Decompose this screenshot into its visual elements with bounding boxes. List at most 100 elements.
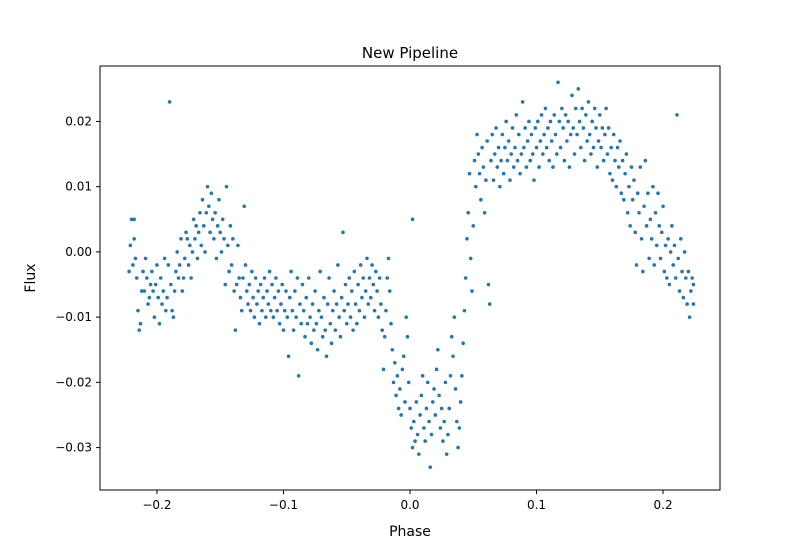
data-point — [234, 282, 239, 287]
data-point — [484, 178, 488, 182]
data-point — [660, 230, 664, 235]
data-point — [371, 282, 376, 287]
data-point — [580, 106, 584, 111]
data-point — [147, 295, 152, 300]
data-point — [134, 276, 139, 280]
data-point — [598, 113, 602, 117]
data-point — [498, 184, 502, 189]
data-point — [428, 465, 433, 469]
x-axis-ticks: −0.2 −0.1 0.0 0.1 0.2 — [142, 490, 673, 512]
data-point — [343, 282, 348, 287]
data-point — [480, 145, 484, 150]
data-point — [322, 295, 326, 300]
data-point — [615, 145, 620, 150]
data-point — [456, 445, 460, 450]
data-point — [333, 328, 338, 332]
data-point — [363, 289, 368, 293]
data-point — [603, 132, 607, 137]
data-point — [557, 119, 562, 124]
x-axis-label: Phase — [389, 524, 431, 540]
data-point — [541, 152, 545, 156]
data-point — [162, 256, 167, 261]
data-point — [462, 308, 467, 313]
data-point — [551, 165, 555, 169]
data-point — [472, 158, 477, 163]
data-point — [590, 119, 594, 124]
data-point — [467, 171, 472, 176]
data-point — [380, 328, 384, 332]
data-point — [391, 380, 396, 385]
data-point — [591, 145, 596, 150]
data-point — [651, 184, 655, 189]
data-point — [317, 308, 321, 313]
data-point — [399, 413, 403, 417]
data-point — [204, 210, 209, 215]
data-point — [242, 204, 247, 209]
data-point — [207, 204, 211, 209]
data-point — [184, 230, 188, 235]
data-point — [429, 432, 434, 437]
data-point — [138, 321, 143, 326]
data-point — [657, 224, 662, 228]
data-point — [309, 341, 314, 346]
data-point — [656, 191, 660, 195]
data-point — [570, 93, 574, 98]
data-point — [308, 315, 312, 319]
data-point — [629, 165, 634, 169]
data-point — [452, 315, 457, 319]
data-point — [393, 361, 397, 365]
data-point — [269, 308, 273, 313]
data-point — [223, 282, 228, 287]
data-point — [638, 165, 643, 169]
data-point — [514, 113, 519, 117]
data-point — [489, 158, 493, 163]
data-point — [646, 191, 650, 195]
data-point — [527, 119, 531, 124]
data-point — [470, 289, 474, 293]
data-point — [605, 152, 610, 156]
data-point — [389, 321, 393, 326]
data-point — [556, 80, 560, 85]
data-point — [180, 289, 185, 293]
data-point — [599, 145, 603, 150]
data-point — [608, 171, 612, 176]
data-point — [614, 184, 619, 189]
data-point — [448, 374, 453, 378]
data-point — [585, 139, 589, 143]
data-point — [681, 295, 686, 300]
data-point — [500, 132, 505, 137]
data-point — [250, 269, 254, 274]
data-point — [649, 237, 654, 241]
data-point — [260, 308, 264, 313]
data-point — [663, 243, 668, 248]
data-point — [263, 315, 268, 319]
data-point — [680, 269, 684, 274]
data-point — [537, 165, 541, 169]
data-point — [601, 158, 606, 163]
data-point — [490, 132, 495, 137]
data-point — [164, 308, 168, 313]
y-tick-label: −0.03 — [55, 441, 92, 455]
data-point — [496, 145, 501, 150]
data-point — [491, 178, 496, 182]
data-point — [613, 158, 617, 163]
data-point — [150, 269, 154, 274]
data-point — [549, 139, 554, 143]
data-point — [305, 321, 310, 326]
data-point — [324, 354, 329, 359]
data-point — [344, 321, 349, 326]
data-point — [562, 158, 567, 163]
data-point — [239, 308, 244, 313]
data-point — [181, 276, 186, 280]
data-point — [201, 224, 206, 228]
data-point — [256, 289, 260, 293]
data-point — [136, 308, 140, 313]
data-point — [643, 158, 648, 163]
x-tick-label: −0.1 — [269, 498, 298, 512]
data-point — [198, 210, 202, 215]
data-point — [288, 295, 292, 300]
data-point — [479, 197, 483, 202]
data-point — [217, 197, 221, 202]
data-point — [191, 217, 196, 222]
data-point — [410, 445, 415, 450]
